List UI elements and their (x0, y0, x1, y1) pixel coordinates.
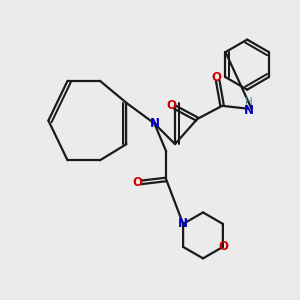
Text: O: O (133, 176, 142, 189)
Text: N: N (178, 218, 188, 230)
Text: O: O (218, 240, 228, 254)
Text: H: H (245, 97, 253, 107)
Text: N: N (149, 117, 159, 130)
Text: N: N (244, 104, 254, 117)
Text: O: O (211, 71, 221, 84)
Text: O: O (167, 99, 176, 112)
